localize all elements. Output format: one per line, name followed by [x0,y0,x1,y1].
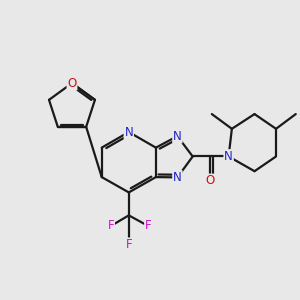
Text: O: O [206,174,215,188]
Text: F: F [107,220,114,232]
Text: N: N [173,171,182,184]
Text: N: N [173,130,182,143]
Text: O: O [67,77,76,90]
Text: N: N [124,125,133,139]
Text: N: N [224,150,233,163]
Text: F: F [125,238,132,251]
Text: F: F [145,220,152,232]
